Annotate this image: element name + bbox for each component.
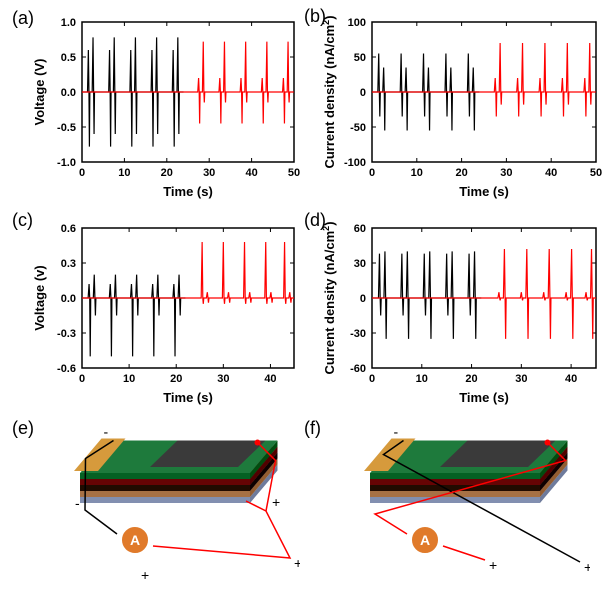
svg-text:1.0: 1.0	[61, 17, 76, 29]
layer-front	[370, 473, 540, 479]
svg-text:-1.0: -1.0	[57, 157, 76, 169]
svg-text:40: 40	[245, 167, 257, 179]
layer-front	[80, 473, 250, 479]
svg-text:0: 0	[369, 373, 375, 385]
svg-text:0: 0	[360, 293, 366, 305]
plus-label: +	[584, 559, 590, 575]
svg-text:20: 20	[465, 373, 477, 385]
svg-text:50: 50	[590, 167, 602, 179]
svg-text:30: 30	[354, 258, 366, 270]
chart-b: 0 10 20 30 40 50 -100 -50 0 50 100 Time (s) Current …	[320, 12, 602, 204]
schematic-e: - - + + + A	[30, 420, 300, 590]
svg-text:0: 0	[79, 373, 85, 385]
svg-text:100: 100	[348, 17, 366, 29]
layer-front	[370, 485, 540, 491]
svg-text:-60: -60	[350, 363, 366, 375]
svg-text:10: 10	[411, 167, 423, 179]
svg-text:60: 60	[354, 223, 366, 235]
ammeter-label: A	[420, 532, 430, 548]
svg-text:20: 20	[170, 373, 182, 385]
svg-text:40: 40	[264, 373, 276, 385]
y-axis-label: Current density (nA/cm2)	[321, 221, 337, 374]
figure: (a) (b) (c) (d) (e) (f) 01020304050-1.0-…	[0, 0, 602, 597]
svg-text:40: 40	[565, 373, 577, 385]
svg-text:0.0: 0.0	[61, 293, 76, 305]
svg-text:50: 50	[354, 52, 366, 64]
minus-label: -	[104, 424, 109, 440]
panel-label-f: (f)	[304, 418, 321, 439]
svg-text:40: 40	[545, 167, 557, 179]
svg-text:10: 10	[123, 373, 135, 385]
ammeter-label: A	[130, 532, 140, 548]
layer-front	[80, 479, 250, 485]
svg-text:-30: -30	[350, 328, 366, 340]
y-axis-label: Voltage (v)	[32, 265, 47, 331]
x-axis-label: Time (s)	[459, 184, 509, 199]
svg-text:30: 30	[515, 373, 527, 385]
layer-front	[80, 491, 250, 497]
chart-a: 0 10 20 30 40 50 -1.0 -0.5 0.0 0.5 1.0 Time (s) Volt…	[30, 12, 300, 204]
svg-text:0: 0	[360, 87, 366, 99]
svg-text:0: 0	[79, 167, 85, 179]
chart-d: 0 10 20 30 40 -60 -30 0 30 60 Time (s) Current dens…	[320, 218, 602, 410]
plus-label: +	[489, 557, 497, 573]
svg-text:0.5: 0.5	[61, 52, 76, 64]
node-dot	[545, 440, 551, 446]
layer-front	[80, 485, 250, 491]
x-axis-label: Time (s)	[163, 390, 213, 405]
y-axis-label: Voltage (V)	[32, 59, 47, 126]
svg-text:0.3: 0.3	[61, 258, 76, 270]
svg-text:-0.6: -0.6	[57, 363, 76, 375]
wire-red-2	[443, 546, 485, 560]
schematic-f: - + + A	[320, 420, 590, 590]
layer-front	[370, 479, 540, 485]
chart-c: 0 10 20 30 40 -0.6 -0.3 0.0 0.3 0.6 Time (s) Voltag…	[30, 218, 300, 410]
svg-text:20: 20	[455, 167, 467, 179]
x-axis-label: Time (s)	[459, 390, 509, 405]
svg-text:0.6: 0.6	[61, 223, 76, 235]
layer-front	[80, 497, 250, 503]
svg-text:-0.5: -0.5	[57, 122, 76, 134]
plus-label: +	[272, 494, 280, 510]
svg-text:-50: -50	[350, 122, 366, 134]
minus-label: -	[394, 424, 399, 440]
layer-front	[370, 497, 540, 503]
x-axis-label: Time (s)	[163, 184, 213, 199]
plus-label: +	[141, 567, 149, 583]
node-dot	[255, 440, 261, 446]
svg-text:-0.3: -0.3	[57, 328, 76, 340]
svg-text:50: 50	[288, 167, 300, 179]
svg-text:10: 10	[416, 373, 428, 385]
svg-text:10: 10	[118, 167, 130, 179]
wire-red	[153, 501, 290, 558]
y-axis-label: Current density (nA/cm2)	[321, 15, 337, 168]
svg-text:30: 30	[203, 167, 215, 179]
svg-text:30: 30	[217, 373, 229, 385]
plus-label: +	[294, 555, 300, 571]
svg-text:30: 30	[500, 167, 512, 179]
svg-text:20: 20	[161, 167, 173, 179]
svg-text:-100: -100	[344, 157, 366, 169]
svg-text:0.0: 0.0	[61, 87, 76, 99]
svg-text:0: 0	[369, 167, 375, 179]
minus-label: -	[75, 495, 80, 511]
